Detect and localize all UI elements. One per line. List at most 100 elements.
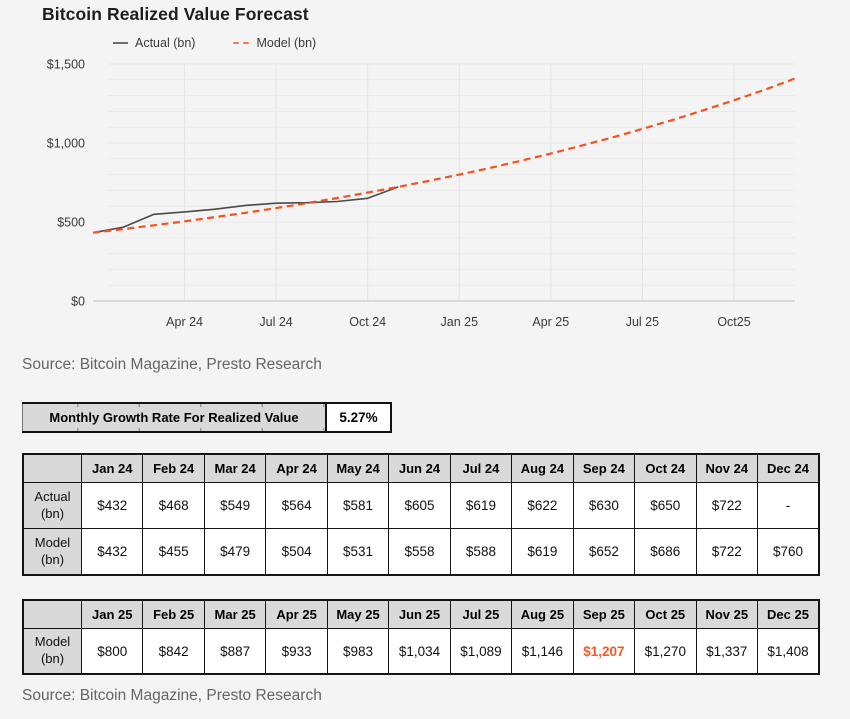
- chart-title: Bitcoin Realized Value Forecast: [42, 4, 309, 24]
- x-tick-label: Jul 25: [626, 315, 659, 329]
- value-cell: $605: [388, 482, 451, 529]
- source-note-bottom: Source: Bitcoin Magazine, Presto Researc…: [22, 687, 322, 704]
- value-cell: $1,270: [634, 628, 697, 675]
- value-cell: $1,408: [756, 628, 820, 675]
- month-header: Jul 24: [449, 453, 513, 483]
- y-tick-label: $1,500: [47, 58, 85, 72]
- legend-label-model: Model (bn): [256, 36, 317, 50]
- value-cell: $1,337: [695, 628, 758, 675]
- month-header: Aug 25: [511, 599, 574, 629]
- value-cell: $558: [388, 528, 451, 576]
- value-cell: $504: [265, 528, 328, 576]
- value-cell: $619: [449, 482, 513, 529]
- highlighted-value-cell: $1,207: [572, 628, 636, 675]
- value-cell: $933: [265, 628, 328, 675]
- month-header: Nov 25: [695, 599, 758, 629]
- month-header: Jun 24: [388, 453, 451, 483]
- month-header: Aug 24: [511, 453, 574, 483]
- table-forecast-2025: Jan 25 Feb 25 Mar 25 Apr 25 May 25 Jun 25 Jul …: [22, 599, 820, 675]
- table-realized-2024: Jan 24 Feb 24 Mar 24 Apr 24 May 24 Jun 24 Jul …: [22, 453, 820, 576]
- value-cell: -: [756, 482, 820, 529]
- value-cell: $800: [80, 628, 144, 675]
- y-tick-label: $1,000: [47, 137, 85, 151]
- month-header: Apr 25: [265, 599, 328, 629]
- month-header: Mar 25: [203, 599, 267, 629]
- legend-label-actual: Actual (bn): [135, 36, 196, 50]
- value-cell: $887: [203, 628, 267, 675]
- month-header: Apr 24: [265, 453, 328, 483]
- value-cell: $455: [142, 528, 205, 576]
- value-cell: $432: [80, 528, 144, 576]
- value-cell: $842: [142, 628, 205, 675]
- legend-item-actual: Actual (bn): [113, 36, 195, 50]
- x-tick-label: Oct25: [717, 315, 750, 329]
- value-cell: $564: [265, 482, 328, 529]
- month-header: May 25: [326, 599, 390, 629]
- x-tick-label: Apr 25: [532, 315, 569, 329]
- table-row: Actual (bn) $432 $468 $549 $564 $581 $605 $619 $6…: [22, 482, 820, 529]
- model-dashed-swatch-icon: [233, 41, 250, 45]
- month-header: Feb 25: [142, 599, 205, 629]
- month-header: Mar 24: [203, 453, 267, 483]
- value-cell: $531: [326, 528, 390, 576]
- value-cell: $549: [203, 482, 267, 529]
- value-cell: $722: [695, 528, 758, 576]
- month-header: May 24: [326, 453, 390, 483]
- x-tick-label: Jul 24: [259, 315, 292, 329]
- month-header: Dec 25: [756, 599, 820, 629]
- y-tick-label: $500: [57, 216, 85, 230]
- value-cell: $650: [634, 482, 697, 529]
- value-cell: $1,146: [511, 628, 574, 675]
- growth-rate-bar: Monthly Growth Rate For Realized Value 5…: [17, 402, 392, 433]
- value-cell: $1,034: [388, 628, 451, 675]
- table-header-row: Jan 25 Feb 25 Mar 25 Apr 25 May 25 Jun 25 Jul …: [22, 599, 820, 629]
- table-header-row: Jan 24 Feb 24 Mar 24 Apr 24 May 24 Jun 24 Jul …: [22, 453, 820, 483]
- realized-value-line-chart: $0 $500 $1,000 $1,500 Apr 24 Jul 24 Oct 24 Jan …: [47, 58, 796, 329]
- month-header: Jan 24: [80, 453, 144, 483]
- value-cell: $468: [142, 482, 205, 529]
- month-header: Oct 24: [634, 453, 697, 483]
- value-cell: $588: [449, 528, 513, 576]
- corner-cell: [22, 453, 82, 483]
- value-cell: $983: [326, 628, 390, 675]
- month-header: Jan 25: [80, 599, 144, 629]
- y-tick-label: $0: [71, 295, 85, 309]
- month-header: Sep 24: [572, 453, 636, 483]
- x-tick-label: Jan 25: [441, 315, 479, 329]
- growth-rate-value: 5.27%: [327, 404, 392, 431]
- month-header: Feb 24: [142, 453, 205, 483]
- month-header: Jun 25: [388, 599, 451, 629]
- value-cell: $432: [80, 482, 144, 529]
- model-series-line: [92, 77, 796, 234]
- actual-line-swatch-icon: [113, 42, 128, 44]
- growth-rate-label: Monthly Growth Rate For Realized Value: [17, 404, 350, 431]
- month-header: Jul 25: [449, 599, 513, 629]
- month-header: Sep 25: [572, 599, 636, 629]
- chart-legend: Actual (bn) Model (bn): [113, 36, 316, 50]
- actual-series-line: [92, 186, 399, 234]
- row-label: Actual (bn): [22, 482, 82, 529]
- row-label: Model (bn): [22, 628, 82, 675]
- value-cell: $479: [203, 528, 267, 576]
- value-cell: $652: [572, 528, 636, 576]
- value-cell: $686: [634, 528, 697, 576]
- table-row: Model (bn) $432 $455 $479 $504 $531 $558 $588 $61…: [22, 528, 820, 576]
- table-row: Model (bn) $800 $842 $887 $933 $983 $1,034 $1,08…: [22, 628, 820, 675]
- value-cell: $630: [572, 482, 636, 529]
- month-header: Oct 25: [634, 599, 697, 629]
- value-cell: $1,089: [449, 628, 513, 675]
- x-tick-label: Apr 24: [166, 315, 203, 329]
- legend-item-model: Model (bn): [233, 36, 316, 50]
- month-header: Nov 24: [695, 453, 758, 483]
- value-cell: $722: [695, 482, 758, 529]
- x-tick-label: Oct 24: [349, 315, 386, 329]
- value-cell: $622: [511, 482, 574, 529]
- row-label: Model (bn): [22, 528, 82, 576]
- corner-cell: [22, 599, 82, 629]
- value-cell: $619: [511, 528, 574, 576]
- value-cell: $581: [326, 482, 390, 529]
- month-header: Dec 24: [756, 453, 820, 483]
- value-cell: $760: [756, 528, 820, 576]
- source-note-top: Source: Bitcoin Magazine, Presto Researc…: [22, 356, 322, 373]
